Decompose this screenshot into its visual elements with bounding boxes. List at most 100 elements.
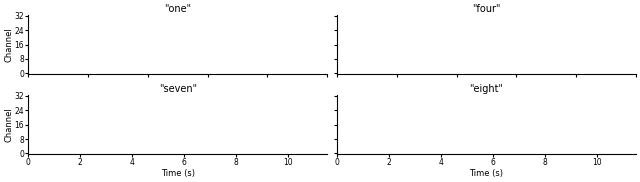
Point: [476, 133, 486, 136]
Point: [180, 106, 190, 108]
Point: [570, 147, 580, 150]
Point: [414, 145, 424, 147]
Point: [174, 137, 184, 140]
Point: [280, 20, 290, 23]
Point: [222, 63, 232, 66]
Point: [100, 24, 110, 27]
Point: [28, 111, 38, 114]
Point: [307, 141, 317, 144]
Point: [625, 23, 636, 26]
Point: [621, 26, 631, 29]
Point: [589, 110, 600, 112]
Point: [316, 40, 326, 43]
Point: [184, 32, 194, 35]
Point: [106, 37, 116, 40]
Point: [355, 100, 365, 103]
Point: [503, 45, 513, 48]
Point: [302, 131, 312, 134]
Point: [109, 50, 119, 53]
Point: [31, 109, 41, 112]
Point: [557, 53, 568, 56]
Point: [168, 121, 178, 124]
Point: [536, 127, 547, 130]
Point: [357, 19, 367, 22]
Point: [38, 33, 49, 36]
Point: [465, 128, 476, 131]
Point: [107, 149, 117, 151]
Point: [300, 62, 310, 65]
Point: [124, 146, 134, 149]
Point: [276, 147, 287, 149]
Point: [293, 123, 303, 126]
Point: [541, 32, 551, 35]
Point: [122, 142, 132, 145]
Point: [359, 130, 369, 133]
Point: [491, 16, 501, 19]
Point: [198, 103, 209, 106]
Point: [520, 24, 531, 27]
Point: [25, 23, 35, 26]
Point: [63, 68, 74, 70]
Point: [94, 119, 104, 122]
Point: [538, 61, 548, 64]
Point: [129, 24, 139, 27]
Point: [372, 52, 382, 55]
Point: [568, 125, 579, 128]
Point: [559, 100, 570, 103]
Point: [364, 124, 374, 127]
Point: [262, 131, 273, 134]
Point: [490, 105, 500, 108]
Point: [438, 113, 448, 116]
Point: [447, 117, 457, 120]
Point: [581, 65, 591, 68]
Point: [401, 43, 412, 46]
Point: [168, 31, 179, 34]
Point: [314, 116, 324, 118]
Point: [77, 44, 87, 47]
Point: [250, 112, 260, 115]
Point: [310, 37, 321, 40]
Point: [196, 29, 206, 32]
Point: [188, 41, 198, 44]
Point: [545, 25, 555, 27]
Point: [183, 21, 193, 24]
Point: [232, 55, 243, 58]
Point: [175, 47, 186, 50]
Point: [314, 100, 324, 103]
Point: [182, 120, 192, 123]
Point: [519, 124, 529, 127]
Point: [621, 67, 632, 70]
Point: [461, 53, 471, 56]
Point: [543, 141, 554, 143]
Point: [521, 40, 531, 43]
Point: [260, 18, 271, 21]
Point: [502, 27, 512, 29]
Point: [173, 38, 183, 41]
Point: [305, 65, 316, 68]
Point: [361, 134, 371, 137]
Point: [477, 121, 487, 124]
Point: [125, 31, 136, 34]
Point: [232, 109, 243, 112]
Point: [261, 31, 271, 33]
Point: [248, 32, 258, 35]
Point: [531, 106, 541, 108]
Point: [341, 98, 351, 101]
Point: [369, 141, 379, 144]
Point: [322, 114, 332, 116]
Point: [516, 105, 527, 108]
Point: [141, 104, 151, 107]
Point: [625, 61, 635, 64]
Point: [108, 39, 118, 42]
Point: [250, 67, 260, 70]
Point: [87, 43, 97, 46]
Point: [150, 149, 161, 152]
Point: [420, 34, 431, 37]
Point: [341, 27, 351, 30]
Point: [366, 19, 376, 21]
Point: [456, 102, 466, 105]
Point: [296, 60, 307, 63]
Point: [606, 25, 616, 28]
Point: [292, 109, 302, 112]
Point: [168, 147, 179, 150]
